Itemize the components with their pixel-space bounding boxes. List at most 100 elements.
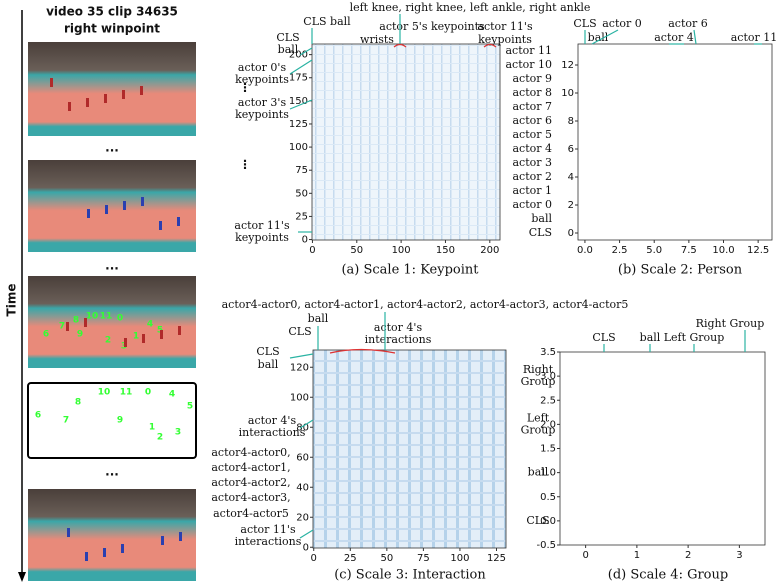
label: left knee, right knee, left ankle, right… [350, 1, 591, 14]
heatmap-texture [311, 43, 501, 241]
label: actor 11 [731, 31, 778, 44]
label: 10.0 [712, 245, 734, 256]
player [179, 532, 182, 541]
player [67, 528, 70, 537]
player [104, 94, 107, 103]
frames [18, 10, 197, 582]
label: actor 11's [240, 523, 296, 536]
label: actor4-actor5 [213, 507, 289, 520]
label: ball [531, 212, 552, 225]
label: 4 [147, 320, 153, 330]
label: 12.5 [747, 245, 769, 256]
player [140, 86, 143, 95]
annotation-arrow [299, 529, 314, 539]
label: actor 10 [505, 58, 552, 71]
label: 5.0 [646, 245, 662, 256]
label: actor 4's [374, 321, 423, 334]
label: CLS [256, 345, 279, 358]
label: video 35 clip 34635 [46, 5, 178, 19]
label: 120 [290, 362, 309, 373]
player [124, 338, 127, 347]
annotation-arrow [289, 353, 314, 359]
label: interactions [235, 535, 302, 548]
annotation-arrow [299, 419, 314, 429]
player [178, 326, 181, 335]
label: 4 [169, 390, 175, 400]
label: ball [640, 331, 661, 344]
player [87, 209, 90, 218]
label: 0 [568, 228, 574, 239]
label: actor 5's keypoints [379, 20, 485, 33]
label: ball [278, 43, 299, 56]
label: 6 [43, 330, 49, 340]
label: 2 [105, 336, 111, 346]
label: 1 [634, 550, 640, 561]
label: Group [521, 423, 556, 436]
label: ball [588, 31, 609, 44]
label: actor4-actor1, [211, 461, 290, 474]
annotation-arrow [693, 29, 697, 45]
label: actor 4 [512, 142, 552, 155]
label: 0 [582, 550, 588, 561]
label: actor 6 [512, 114, 552, 127]
player [121, 544, 124, 553]
player [159, 221, 162, 230]
bracket [329, 348, 396, 354]
label: 7.5 [681, 245, 697, 256]
label: actor4-actor0, actor4-actor1, actor4-act… [222, 298, 629, 311]
label: 1.0 [540, 468, 556, 479]
player [50, 78, 53, 87]
annotation-arrow [299, 47, 313, 56]
player [105, 205, 108, 214]
player [123, 201, 126, 210]
label: 100 [450, 553, 469, 564]
label: Left Group [664, 331, 725, 344]
label: 25 [295, 211, 308, 222]
label: ... [105, 259, 119, 273]
player [85, 552, 88, 561]
heatmap-texture [312, 349, 507, 549]
label: 10 [86, 312, 99, 322]
label: 3.5 [540, 347, 556, 358]
label: actor 0's [238, 61, 287, 74]
label: Group [521, 375, 556, 388]
label: keypoints [235, 231, 289, 244]
label: 0 [303, 542, 309, 553]
label: 6 [35, 411, 41, 421]
label: ball [258, 358, 279, 371]
label: actor 0 [512, 198, 552, 211]
label: 0 [311, 553, 317, 564]
label: 50 [350, 245, 363, 256]
label: 8 [75, 398, 81, 408]
label: 3 [175, 428, 181, 438]
frame-image [28, 42, 196, 136]
label: 0.5 [540, 492, 556, 503]
label: keypoints [478, 33, 532, 46]
label: 11 [120, 388, 133, 398]
frame-image [28, 276, 196, 368]
label: 2.5 [612, 245, 628, 256]
label: interactions [239, 426, 306, 439]
label: (b) Scale 2: Person [618, 263, 743, 278]
label: Right Group [696, 317, 765, 330]
label: 10 [98, 388, 111, 398]
heatmap-frame [577, 43, 773, 241]
label: 1.5 [540, 444, 556, 455]
label: actor 11's [234, 219, 290, 232]
label: actor 0 [602, 17, 642, 30]
frame-image [28, 489, 196, 581]
label: 1 [133, 332, 139, 342]
label: 0.0 [577, 245, 593, 256]
label: 20 [296, 512, 309, 523]
label: 40 [296, 482, 309, 493]
label: actor 6 [668, 17, 708, 30]
bracket [393, 43, 497, 48]
label: (a) Scale 1: Keypoint [341, 263, 479, 278]
label: right winpoint [64, 22, 160, 36]
label: actor 4 [654, 31, 694, 44]
label: CLS [288, 325, 311, 338]
player [68, 102, 71, 111]
label: 7 [63, 416, 69, 426]
player [66, 322, 69, 331]
